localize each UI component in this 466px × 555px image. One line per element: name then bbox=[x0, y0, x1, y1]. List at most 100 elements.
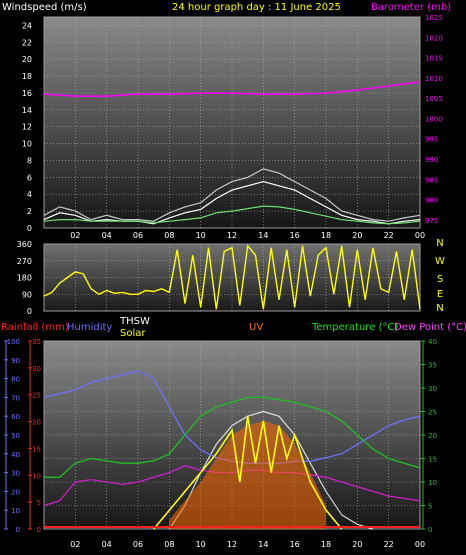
direction-tick: 90 bbox=[22, 290, 32, 299]
windspeed-tick: 22 bbox=[22, 38, 32, 47]
humidity-tick-labels: 0 10 20 30 40 50 60 70 80 90 100 bbox=[4, 338, 20, 534]
windavg-line bbox=[43, 205, 421, 225]
humidity-tick: 60 bbox=[11, 413, 20, 421]
solar-legend: Solar bbox=[120, 328, 146, 339]
direction-tick-labels: 0 90 180 270 360 bbox=[17, 240, 32, 316]
humidity-tick: 50 bbox=[11, 432, 20, 440]
barometer-tick: 1025 bbox=[425, 14, 443, 22]
time-tick: 02 bbox=[70, 231, 80, 240]
time-tick: 22 bbox=[384, 540, 394, 549]
temperature-tick: 25 bbox=[428, 409, 437, 417]
thsw-legend: THSW bbox=[119, 316, 150, 327]
barometer-tick: 1005 bbox=[425, 95, 443, 103]
barometer-tick-labels: 975 980 985 990 995 1000 1005 1010 1015 1020 1025 bbox=[425, 14, 443, 225]
temperature-tick: 10 bbox=[428, 479, 437, 487]
windspeed-axis-title: Windspeed (m/s) bbox=[2, 2, 87, 13]
barometer-axis-title: Barometer (mb) bbox=[371, 2, 451, 13]
humidity-tick: 80 bbox=[11, 376, 20, 384]
time-tick: 16 bbox=[290, 540, 300, 549]
temperature-tick: 20 bbox=[428, 432, 437, 440]
direction-tick: 270 bbox=[17, 257, 32, 266]
windspeed-tick: 8 bbox=[27, 156, 32, 165]
rainfall-tick: 25 bbox=[32, 392, 41, 400]
windspeed-tick: 10 bbox=[22, 140, 32, 149]
time-tick: 00 bbox=[415, 540, 425, 549]
wind-series bbox=[43, 81, 421, 225]
temperature-tick: 5 bbox=[428, 503, 432, 511]
barometer-tick: 975 bbox=[425, 217, 438, 225]
windspeed-tick: 24 bbox=[22, 21, 32, 30]
rainfall-axis-title: Rainfall (mm) bbox=[1, 322, 69, 333]
humidity-tick: 30 bbox=[11, 470, 20, 478]
direction-tick: 360 bbox=[17, 240, 32, 249]
direction-series bbox=[43, 244, 421, 310]
rainfall-tick: 15 bbox=[32, 445, 41, 453]
barometer-tick: 985 bbox=[425, 176, 438, 184]
time-tick: 08 bbox=[164, 540, 174, 549]
barometer-tick: 1020 bbox=[425, 34, 443, 42]
windspeed-tick: 12 bbox=[22, 123, 32, 132]
time-tick: 12 bbox=[227, 540, 237, 549]
time-tick: 04 bbox=[102, 231, 112, 240]
time-tick: 16 bbox=[290, 231, 300, 240]
time-tick: 20 bbox=[352, 231, 362, 240]
time-tick: 10 bbox=[196, 540, 206, 549]
temperature-tick: 40 bbox=[428, 338, 437, 346]
rainfall-tick: 30 bbox=[32, 365, 41, 373]
windspeed-tick: 6 bbox=[27, 173, 32, 182]
windspeed-line bbox=[43, 180, 421, 225]
time-tick: 22 bbox=[384, 231, 394, 240]
wind-panel-grid bbox=[44, 17, 421, 229]
time-tick: 06 bbox=[133, 540, 143, 549]
dewpoint-axis-title: Dew Point (°C) bbox=[394, 322, 466, 333]
graph-title: 24 hour graph day : 11 June 2025 bbox=[172, 2, 341, 13]
time-tick: 10 bbox=[196, 231, 206, 240]
windspeed-tick: 2 bbox=[27, 207, 32, 216]
barometer-tick: 1000 bbox=[425, 115, 443, 123]
rainfall-tick: 35 bbox=[32, 338, 41, 346]
time-tick: 04 bbox=[102, 540, 112, 549]
rainfall-tick: 5 bbox=[37, 499, 41, 507]
compass-label: E bbox=[437, 289, 443, 300]
direction-panel-grid bbox=[44, 243, 421, 312]
temperature-tick-labels: 0 5 10 15 20 25 30 35 40 bbox=[421, 338, 437, 534]
time-tick: 02 bbox=[70, 540, 80, 549]
gust-line bbox=[43, 168, 421, 222]
temperature-axis-title: Temperature (°C) bbox=[311, 322, 398, 333]
windspeed-tick: 18 bbox=[22, 72, 32, 81]
time-tick: 00 bbox=[415, 231, 425, 240]
humidity-tick: 0 bbox=[16, 526, 20, 534]
rainfall-tick: 20 bbox=[32, 419, 41, 427]
time-tick: 14 bbox=[258, 540, 268, 549]
rainfall-tick: 10 bbox=[32, 472, 41, 480]
windspeed-tick: 4 bbox=[27, 190, 32, 199]
direction-line bbox=[43, 244, 421, 310]
solar-line bbox=[153, 416, 343, 530]
time-tick: 14 bbox=[258, 231, 268, 240]
humidity-axis-title: Humidity bbox=[67, 322, 112, 333]
uv-area bbox=[169, 420, 326, 529]
temperature-time-tick-labels: 02 04 06 08 10 12 14 16 18 20 22 00 bbox=[70, 540, 425, 549]
compass-label: W bbox=[435, 256, 445, 267]
compass-label: N bbox=[436, 303, 443, 314]
time-tick: 20 bbox=[352, 540, 362, 549]
thsw-line bbox=[168, 410, 374, 530]
direction-tick: 0 bbox=[27, 307, 32, 316]
compass-label: N bbox=[436, 238, 443, 249]
rainfall-tick-labels: 0 5 10 15 20 25 30 35 bbox=[28, 338, 41, 534]
humidity-tick: 90 bbox=[11, 357, 20, 365]
temperature-tick: 0 bbox=[428, 526, 432, 534]
temperature-line bbox=[44, 396, 421, 478]
humidity-tick: 100 bbox=[7, 338, 20, 346]
wind-time-tick-labels: 02 04 06 08 10 12 14 16 18 20 22 00 bbox=[70, 231, 425, 240]
windspeed-tick: 16 bbox=[22, 89, 32, 98]
humidity-tick: 70 bbox=[11, 394, 20, 402]
barometer-tick: 980 bbox=[425, 197, 438, 205]
windspeed-tick: 20 bbox=[22, 55, 32, 64]
rainfall-tick: 0 bbox=[37, 526, 41, 534]
temperature-tick: 30 bbox=[428, 385, 437, 393]
